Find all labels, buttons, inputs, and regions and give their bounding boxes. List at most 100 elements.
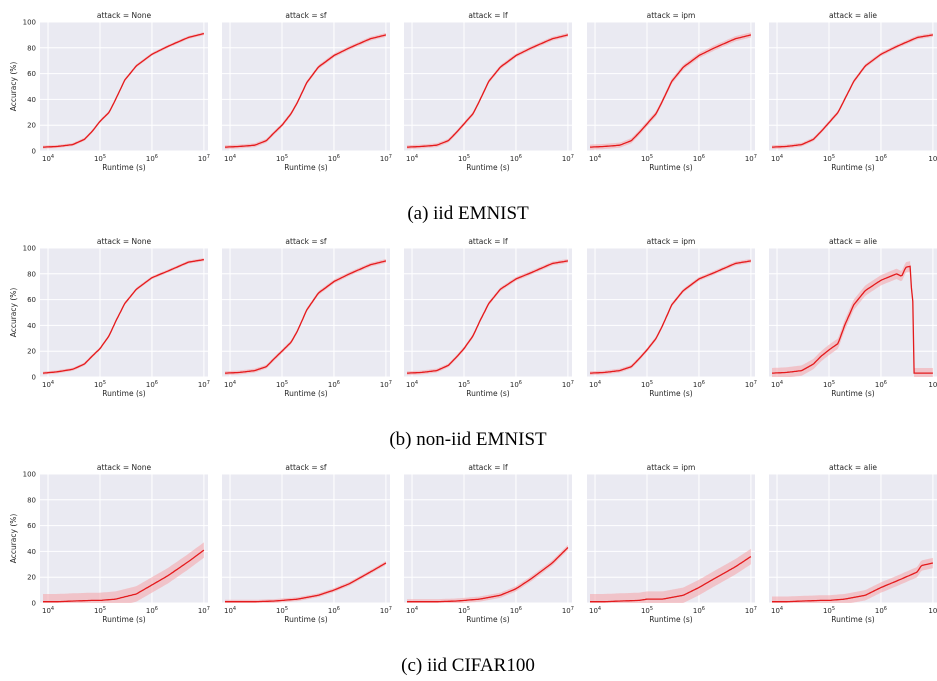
- panel: attack = ipm 104 105 106 107 Runtime (s): [587, 463, 757, 624]
- x-tick-label: 105: [276, 380, 288, 389]
- x-axis-label: Runtime (s): [831, 615, 875, 624]
- plot-area: [222, 474, 390, 603]
- x-tick-label: 10: [928, 155, 937, 163]
- panel-title: attack = lf: [468, 237, 508, 246]
- y-tick-label: 0: [32, 148, 36, 156]
- caption-c: (c) iid CIFAR100: [401, 655, 535, 676]
- x-tick-label: 107: [380, 154, 392, 163]
- accuracy-line: [772, 265, 933, 374]
- y-tick-label: 80: [27, 270, 36, 278]
- accuracy-line: [590, 556, 752, 603]
- x-tick-label: 104: [224, 380, 236, 389]
- chart-row-1: attack = None 104 105 106 107 Runtime (s) 0 20 4…: [9, 11, 937, 172]
- accuracy-line: [590, 34, 752, 148]
- x-tick-label: 10: [928, 381, 937, 389]
- panel-title: attack = ipm: [647, 463, 696, 472]
- y-tick-label: 40: [27, 548, 36, 556]
- x-axis-label: Runtime (s): [284, 163, 328, 172]
- y-axis-label: Accuracy (%): [9, 514, 18, 564]
- plot-area: [40, 22, 208, 151]
- panel: attack = None 104 105 106 107 Runtime (s) 0 20 4…: [9, 237, 210, 398]
- accuracy-line: [43, 32, 205, 148]
- x-tick-label: 106: [146, 380, 158, 389]
- panel: attack = None 104 105 106 107 Runtime (s) 0 20 4…: [9, 11, 210, 172]
- x-tick-label: 104: [771, 606, 783, 615]
- panel-title: attack = None: [97, 463, 152, 472]
- y-tick-label: 100: [23, 471, 36, 479]
- plot-area: [404, 248, 572, 377]
- x-tick-label: 106: [875, 154, 887, 163]
- x-tick-label: 107: [380, 606, 392, 615]
- y-tick-label: 0: [32, 600, 36, 608]
- panel: attack = lf 104 105 106 107 Runtime (s): [404, 463, 574, 624]
- y-tick-label: 0: [32, 374, 36, 382]
- x-tick-label: 105: [276, 606, 288, 615]
- accuracy-line: [225, 562, 387, 603]
- x-tick-label: 104: [589, 154, 601, 163]
- x-tick-label: 106: [146, 154, 158, 163]
- panel: attack = alie 104 105 106 10 Runtime (s): [769, 463, 937, 624]
- confidence-band: [772, 557, 933, 603]
- x-tick-label: 106: [693, 380, 705, 389]
- x-axis-label: Runtime (s): [102, 389, 146, 398]
- panel: attack = alie 104 105 106 10 Runtime (s): [769, 237, 937, 398]
- x-tick-label: 104: [589, 380, 601, 389]
- x-axis-label: Runtime (s): [831, 389, 875, 398]
- panel-title: attack = ipm: [647, 237, 696, 246]
- plot-area: [40, 248, 208, 377]
- x-tick-label: 104: [771, 380, 783, 389]
- y-tick-label: 40: [27, 322, 36, 330]
- panel-title: attack = None: [97, 11, 152, 20]
- x-axis-label: Runtime (s): [284, 615, 328, 624]
- x-axis-label: Runtime (s): [831, 163, 875, 172]
- x-tick-label: 106: [328, 606, 340, 615]
- panel-title: attack = alie: [829, 11, 877, 20]
- y-tick-label: 20: [27, 574, 36, 582]
- plot-area: [769, 248, 937, 377]
- x-tick-label: 107: [745, 154, 757, 163]
- y-tick-label: 100: [23, 245, 36, 253]
- panel: attack = sf 104 105 106 107 Runtime (s): [222, 237, 392, 398]
- x-tick-label: 106: [510, 380, 522, 389]
- x-tick-label: 104: [42, 154, 54, 163]
- plot-area: [587, 248, 755, 377]
- x-tick-label: 104: [406, 380, 418, 389]
- panel: attack = sf 104 105 106 107 Runtime (s): [222, 11, 392, 172]
- x-tick-label: 105: [458, 606, 470, 615]
- x-axis-label: Runtime (s): [649, 163, 693, 172]
- panel-title: attack = sf: [285, 237, 326, 246]
- x-tick-label: 106: [875, 606, 887, 615]
- panel-title: attack = ipm: [647, 11, 696, 20]
- plot-area: [404, 474, 572, 603]
- panel: attack = None 104 105 106 107 Runtime (s) 0 20 4…: [9, 463, 210, 624]
- x-axis-label: Runtime (s): [284, 389, 328, 398]
- chart-row-3: attack = None 104 105 106 107 Runtime (s) 0 20 4…: [9, 463, 937, 624]
- x-axis-label: Runtime (s): [466, 163, 510, 172]
- x-tick-label: 107: [380, 380, 392, 389]
- x-tick-label: 105: [94, 154, 106, 163]
- y-tick-label: 80: [27, 44, 36, 52]
- chart-rows: attack = None 104 105 106 107 Runtime (s) 0 20 4…: [9, 11, 937, 624]
- x-tick-label: 105: [94, 606, 106, 615]
- accuracy-line: [772, 34, 933, 148]
- x-axis-label: Runtime (s): [102, 163, 146, 172]
- x-tick-label: 104: [42, 380, 54, 389]
- x-tick-label: 107: [198, 380, 210, 389]
- plot-area: [769, 474, 937, 603]
- y-tick-label: 60: [27, 522, 36, 530]
- x-tick-label: 106: [510, 606, 522, 615]
- panel: attack = ipm 104 105 106 107 Runtime (s): [587, 237, 757, 398]
- panel-title: attack = lf: [468, 463, 508, 472]
- x-tick-label: 104: [224, 154, 236, 163]
- accuracy-line: [407, 547, 569, 603]
- accuracy-line: [590, 260, 751, 374]
- x-tick-label: 106: [875, 380, 887, 389]
- x-tick-label: 106: [693, 606, 705, 615]
- x-tick-label: 106: [146, 606, 158, 615]
- x-tick-label: 104: [42, 606, 54, 615]
- panel: attack = alie 104 105 106 10 Runtime (s): [769, 11, 937, 172]
- x-tick-label: 106: [328, 380, 340, 389]
- y-axis-label: Accuracy (%): [9, 62, 18, 112]
- x-axis-label: Runtime (s): [649, 615, 693, 624]
- accuracy-line: [225, 260, 387, 374]
